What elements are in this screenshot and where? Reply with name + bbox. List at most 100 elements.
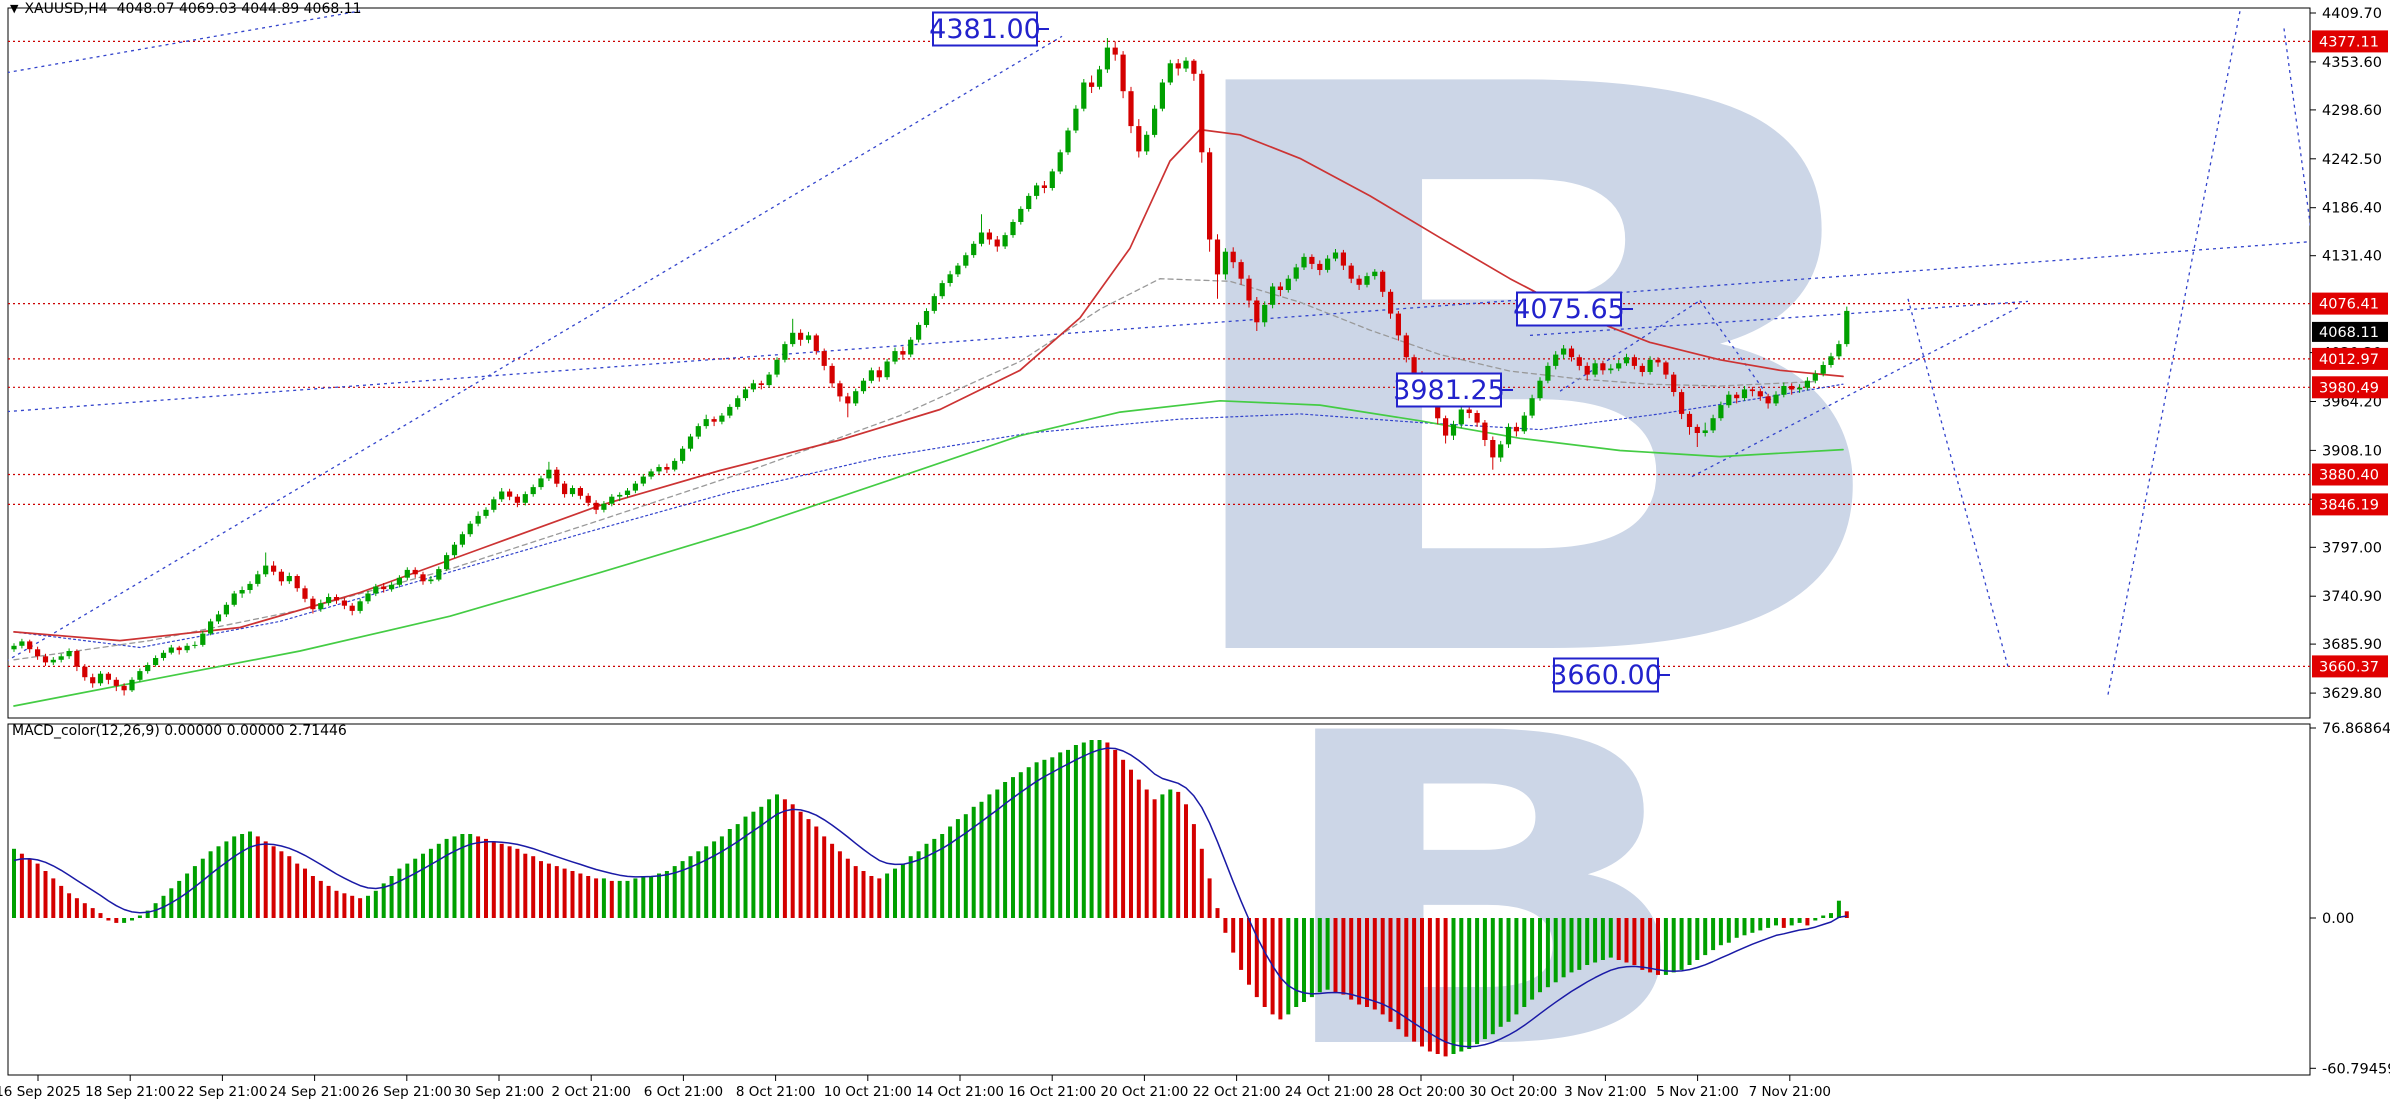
macd-bar	[67, 893, 72, 918]
macd-bar	[657, 873, 661, 918]
macd-bar	[468, 834, 473, 918]
macd-bar	[554, 866, 559, 918]
macd-bar	[916, 851, 921, 918]
candle-body	[916, 324, 922, 340]
candle-body	[593, 502, 599, 510]
macd-bar	[1191, 824, 1196, 918]
candle-body	[1458, 409, 1464, 425]
macd-bar	[617, 880, 622, 918]
macd-bar	[271, 846, 276, 918]
candle-body	[389, 584, 395, 590]
macd-bar	[1545, 918, 1550, 988]
macd-bar	[1042, 759, 1047, 918]
macd-bar	[893, 868, 897, 918]
candle-body	[609, 496, 615, 504]
candle-body	[955, 265, 961, 275]
candle-body	[577, 488, 583, 496]
candle-body	[1505, 426, 1512, 445]
candle-body	[200, 633, 206, 645]
candle-body	[459, 534, 465, 545]
candle-body	[1238, 262, 1244, 279]
trendline[interactable]	[2107, 10, 2241, 695]
macd-bar	[625, 880, 630, 918]
macd-histogram[interactable]	[12, 740, 1849, 1057]
candle-body	[821, 351, 827, 366]
macd-bar	[1113, 749, 1118, 918]
support-resistance-levels[interactable]	[8, 40, 2310, 668]
candle-body	[562, 483, 568, 495]
macd-bar	[759, 806, 764, 918]
time-tick-label: 7 Nov 21:00	[1749, 1084, 1831, 1100]
trendline[interactable]	[1691, 306, 2021, 478]
candle-body	[758, 383, 764, 385]
macd-bar	[51, 878, 56, 918]
trendline[interactable]	[0, 240, 2340, 413]
candle-body	[271, 565, 277, 572]
candle-body	[876, 370, 882, 378]
price-label-box[interactable]	[1553, 657, 1659, 693]
macd-bar	[1105, 742, 1110, 918]
macd-bar	[27, 858, 32, 918]
candle-body	[1207, 152, 1213, 240]
candle-body	[168, 647, 174, 653]
candle-body	[82, 666, 88, 678]
candle-body	[1545, 365, 1551, 381]
price-tick-label: 4298.60	[2322, 103, 2382, 119]
macd-bar	[1718, 918, 1723, 946]
price-annotation-labels[interactable]: 4381.00 4075.65 3981.25 3660.00	[929, 11, 1670, 693]
macd-bar	[1569, 918, 1574, 973]
candle-body	[1073, 108, 1079, 131]
time-axis[interactable]: 16 Sep 2025 18 Sep 21:00 22 Sep 21:00 24 Se…	[0, 1075, 1831, 1100]
macd-bar	[885, 873, 890, 918]
candle-body	[1364, 276, 1370, 285]
macd-bar	[200, 858, 205, 918]
macd-bar	[295, 863, 300, 918]
candle-body	[1309, 256, 1315, 264]
current-price-badge	[2312, 321, 2388, 342]
trendline[interactable]	[1529, 300, 2029, 337]
candle-body	[499, 491, 505, 500]
macd-bar	[413, 858, 418, 918]
candle-body	[971, 243, 977, 256]
candle-body	[711, 419, 717, 422]
candle-body	[1513, 426, 1519, 432]
candle-body	[860, 380, 867, 392]
candle-body	[1325, 258, 1331, 270]
candle-body	[837, 383, 843, 397]
candle-body	[727, 406, 733, 416]
macd-bar	[90, 908, 95, 918]
macd-bar	[452, 836, 457, 918]
price-label-box[interactable]	[1396, 372, 1502, 408]
candle-body	[1521, 415, 1527, 432]
macd-bar	[546, 863, 551, 918]
trendline[interactable]	[1907, 298, 2009, 667]
candle-body	[113, 679, 119, 686]
macd-bar	[334, 890, 339, 918]
macd-bar	[1608, 918, 1613, 958]
macd-bar	[1231, 918, 1236, 953]
macd-bar	[515, 848, 520, 918]
price-label-box[interactable]	[1516, 291, 1622, 327]
price-axis[interactable]: 4409.70 4353.60 4298.60 4242.50 4186.40 4131.…	[2310, 6, 2390, 1077]
trendline[interactable]	[0, 10, 361, 74]
trendlines[interactable]	[0, 10, 2340, 695]
macd-bar	[1286, 918, 1291, 1015]
candle-body	[617, 494, 623, 497]
macd-bar	[1317, 918, 1322, 993]
time-tick-label: 30 Oct 20:00	[1469, 1084, 1557, 1100]
price-label-box[interactable]	[932, 11, 1038, 47]
macd-bar	[1451, 918, 1456, 1054]
price-tick-label: 4131.40	[2322, 249, 2382, 265]
candle-body	[1096, 69, 1103, 87]
candle-body	[845, 396, 851, 404]
candle-body	[1262, 304, 1268, 323]
symbol-dropdown-icon[interactable]: ▼	[10, 2, 19, 15]
candle-body	[1222, 251, 1228, 275]
candle-body	[1175, 63, 1181, 69]
trendline[interactable]	[0, 35, 1063, 665]
candles-layer[interactable]	[11, 38, 1850, 696]
candle-body	[1450, 424, 1457, 436]
macd-bar	[381, 883, 386, 918]
candle-body	[994, 239, 1000, 247]
